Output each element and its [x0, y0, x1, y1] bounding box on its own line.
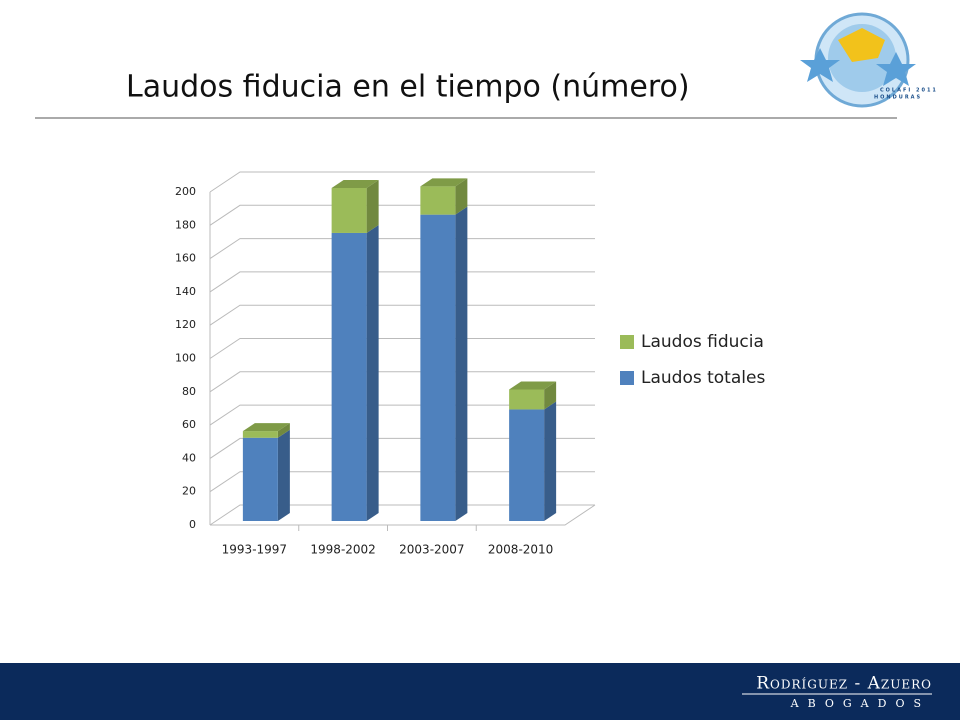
y-tick-label: 40: [182, 451, 196, 464]
floor-edge: [210, 504, 596, 526]
y-tick-label: 0: [189, 518, 196, 531]
y-tick-label: 180: [175, 218, 196, 231]
bar-side: [277, 429, 290, 521]
bar-top: [509, 381, 557, 390]
chart: 0 20 40 60 80 100 120 140 160 180 200 1993-1997 1998…: [175, 171, 765, 557]
y-tick-label: 20: [182, 485, 196, 498]
grid-line: [209, 204, 595, 226]
legend-swatch: [620, 335, 634, 349]
y-tick-label: 120: [175, 318, 196, 331]
y-tick-label: 80: [182, 385, 196, 398]
bar: [242, 431, 278, 438]
grid-line: [209, 437, 595, 459]
grid-line: [209, 271, 595, 293]
bar: [331, 188, 367, 233]
bar-side: [366, 224, 379, 521]
grid-line: [209, 238, 595, 260]
grid-line: [209, 371, 595, 393]
x-tick-label: 1998-2002: [310, 543, 375, 557]
bar-top: [331, 180, 379, 188]
grid-line: [209, 338, 595, 359]
y-tick-label: 160: [175, 252, 196, 265]
bar-top: [242, 423, 290, 432]
logo: COLAFI 2011 HONDURAS: [800, 12, 938, 108]
bar: [420, 186, 456, 215]
footer-band: [0, 663, 960, 720]
y-tick-label: 60: [182, 418, 196, 431]
bar: [242, 437, 278, 521]
y-tick-label: 140: [175, 285, 196, 298]
logo-text: COLAFI 2011: [880, 88, 938, 94]
bar-side: [366, 180, 379, 233]
grid-line: [209, 171, 595, 193]
logo-text: HONDURAS: [874, 95, 922, 101]
grid-line: [209, 304, 595, 326]
footer-firm: Rodríguez - Azuero: [756, 674, 932, 694]
legend-swatch: [620, 371, 634, 385]
grid-line: [209, 504, 595, 526]
slide-title: Laudos fiducia en el tiempo (número): [126, 70, 690, 105]
grid-line: [209, 404, 595, 426]
bar-side: [455, 206, 468, 521]
x-tick-label: 1993-1997: [222, 543, 287, 557]
grid-line: [209, 471, 595, 493]
x-tick-label: 2008-2010: [488, 543, 553, 557]
bar: [509, 409, 545, 521]
bar-side: [544, 401, 557, 521]
y-tick-label: 200: [175, 185, 196, 198]
x-tick-label: 2003-2007: [399, 543, 464, 557]
y-tick-label: 100: [175, 352, 196, 365]
bar: [420, 214, 456, 521]
bar-side: [277, 423, 290, 438]
legend-label: Laudos fiducia: [641, 332, 764, 352]
bar: [331, 232, 367, 521]
bar-side: [455, 178, 468, 215]
bar-top: [420, 178, 468, 187]
bar-side: [544, 381, 557, 410]
bar: [509, 389, 545, 410]
legend-label: Laudos totales: [641, 368, 765, 388]
footer-subtitle: ABOGADOS: [790, 697, 930, 710]
